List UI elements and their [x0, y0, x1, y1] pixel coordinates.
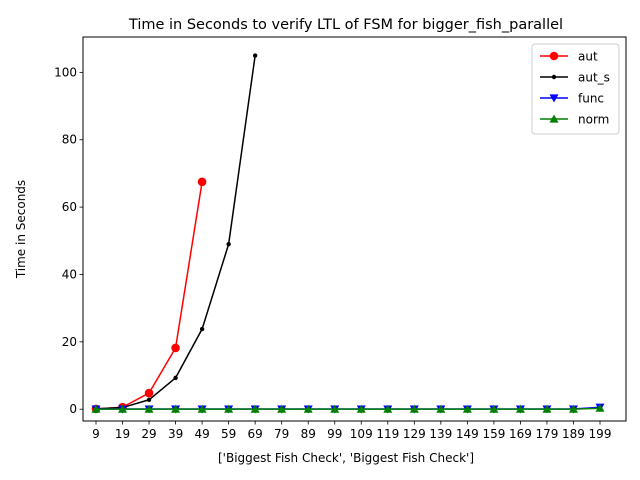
legend-item-aut_s: aut_s	[540, 71, 610, 85]
legend-marker	[549, 114, 559, 123]
data-point-norm	[436, 404, 446, 413]
data-point-aut	[144, 388, 154, 398]
data-point-aut_s	[146, 397, 152, 402]
data-point-norm	[409, 404, 419, 413]
data-point-norm	[462, 404, 472, 413]
series-aut_s	[93, 53, 258, 412]
series-line-norm	[96, 407, 601, 410]
x-tick-label: 99	[327, 427, 342, 441]
x-tick-label: 29	[141, 427, 156, 441]
series-line-aut	[95, 181, 203, 410]
x-tick-label: 69	[248, 427, 263, 441]
y-tick-label: 60	[62, 200, 77, 214]
data-point-norm	[91, 404, 101, 413]
x-tick-label: 149	[456, 427, 479, 441]
series-norm	[91, 403, 605, 413]
x-tick-label: 139	[429, 427, 452, 441]
data-point-norm	[356, 404, 366, 413]
y-tick-label: 0	[69, 402, 77, 416]
legend-item-aut: aut	[540, 50, 598, 64]
x-tick-label: 109	[350, 427, 373, 441]
y-tick-label: 20	[62, 335, 77, 349]
data-point-norm	[489, 404, 499, 413]
x-tick-label: 199	[589, 427, 612, 441]
legend-label: norm	[578, 113, 609, 127]
data-point-norm	[224, 404, 234, 413]
data-point-norm	[595, 403, 605, 412]
data-point-norm	[515, 404, 525, 413]
data-point-aut	[171, 343, 180, 353]
data-point-aut_s	[226, 241, 231, 247]
data-point-norm	[303, 404, 313, 413]
data-point-norm	[197, 404, 207, 413]
x-tick-label: 39	[168, 427, 183, 441]
data-point-norm	[144, 404, 154, 413]
x-axis: 9 19 29 39 49 59 69 79 89 99 109 119 129 139 149 159 169…	[92, 421, 611, 441]
legend-box	[531, 43, 620, 135]
legend-marker	[549, 94, 559, 103]
data-point-norm	[277, 404, 287, 413]
x-tick-label: 89	[301, 427, 316, 441]
x-tick-label: 119	[376, 427, 399, 441]
x-tick-label: 179	[535, 427, 558, 441]
x-tick-label: 169	[509, 427, 532, 441]
series-aut	[91, 177, 207, 414]
data-point-norm	[383, 404, 393, 413]
x-tick-label: 9	[92, 427, 100, 441]
data-point-aut_s	[173, 375, 178, 381]
data-point-aut_s	[252, 53, 258, 58]
plot-frame	[82, 36, 627, 422]
data-point-norm	[568, 404, 578, 413]
legend-item-func: func	[540, 92, 604, 106]
y-tick-label: 40	[62, 267, 77, 281]
y-tick-label: 80	[62, 133, 77, 147]
x-tick-label: 189	[562, 427, 585, 441]
legend-marker	[549, 51, 559, 61]
data-point-norm	[250, 404, 260, 413]
data-point-norm	[330, 404, 340, 413]
x-axis-label: ['Biggest Fish Check', 'Biggest Fish Che…	[218, 451, 474, 465]
y-axis-label: Time in Seconds	[14, 180, 28, 279]
x-tick-label: 49	[194, 427, 209, 441]
data-point-norm	[118, 404, 128, 413]
series-line-aut_s	[95, 55, 256, 410]
x-tick-label: 79	[274, 427, 289, 441]
legend-label: aut	[578, 50, 598, 64]
legend-item-norm: norm	[540, 113, 609, 127]
y-axis: 0 20 40 60 80 100	[54, 65, 83, 416]
series-layer	[91, 53, 605, 414]
data-point-aut_s	[199, 326, 205, 332]
y-tick-label: 100	[54, 65, 77, 79]
x-tick-label: 19	[115, 427, 130, 441]
data-point-norm	[171, 404, 181, 413]
x-tick-label: 129	[403, 427, 426, 441]
legend-label: func	[578, 92, 604, 106]
legend-marker	[551, 74, 557, 80]
chart-title: Time in Seconds to verify LTL of FSM for…	[128, 17, 563, 33]
x-tick-label: 159	[482, 427, 505, 441]
data-point-norm	[542, 404, 552, 413]
legend-label: aut_s	[578, 71, 610, 85]
x-tick-label: 59	[221, 427, 236, 441]
data-point-aut	[197, 177, 207, 187]
